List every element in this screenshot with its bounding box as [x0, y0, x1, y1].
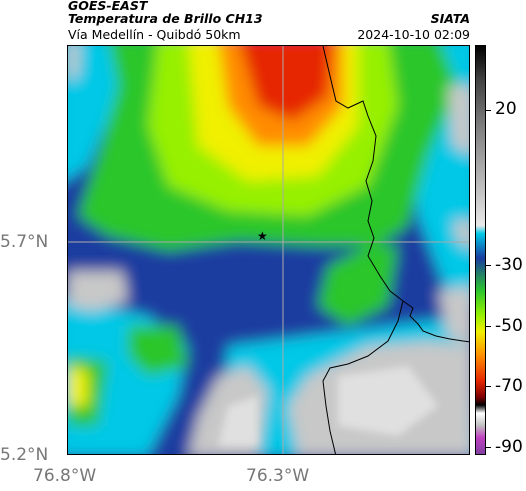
longitude-label-76-3: 76.3°W — [246, 466, 310, 486]
latitude-label-5-2: 5.2°N — [0, 445, 49, 465]
region-subtitle: Vía Medellín - Quibdó 50km — [68, 27, 241, 42]
satellite-title: GOES-EAST — [68, 0, 148, 13]
map-svg — [68, 46, 469, 454]
brightness-temperature-map: ★ — [67, 45, 470, 455]
colorbar-label-minus70: -70 — [495, 376, 523, 396]
department-border — [322, 46, 469, 343]
colorbar-label-minus50: -50 — [495, 316, 523, 336]
product-title: Temperatura de Brillo CH13 — [68, 11, 263, 26]
latitude-label-5-7: 5.7°N — [0, 232, 49, 252]
timestamp-label: 2024-10-10 02:09 — [357, 27, 470, 42]
colorbar-label-minus30: -30 — [495, 255, 523, 275]
agency-label: SIATA — [430, 11, 470, 26]
longitude-label-76-8: 76.8°W — [33, 466, 97, 486]
location-marker-icon: ★ — [257, 229, 268, 243]
colorbar-label-minus90: -90 — [495, 437, 523, 457]
temperature-colorbar — [475, 45, 486, 455]
department-border-south — [322, 300, 404, 454]
colorbar-label-20: 20 — [495, 99, 517, 119]
